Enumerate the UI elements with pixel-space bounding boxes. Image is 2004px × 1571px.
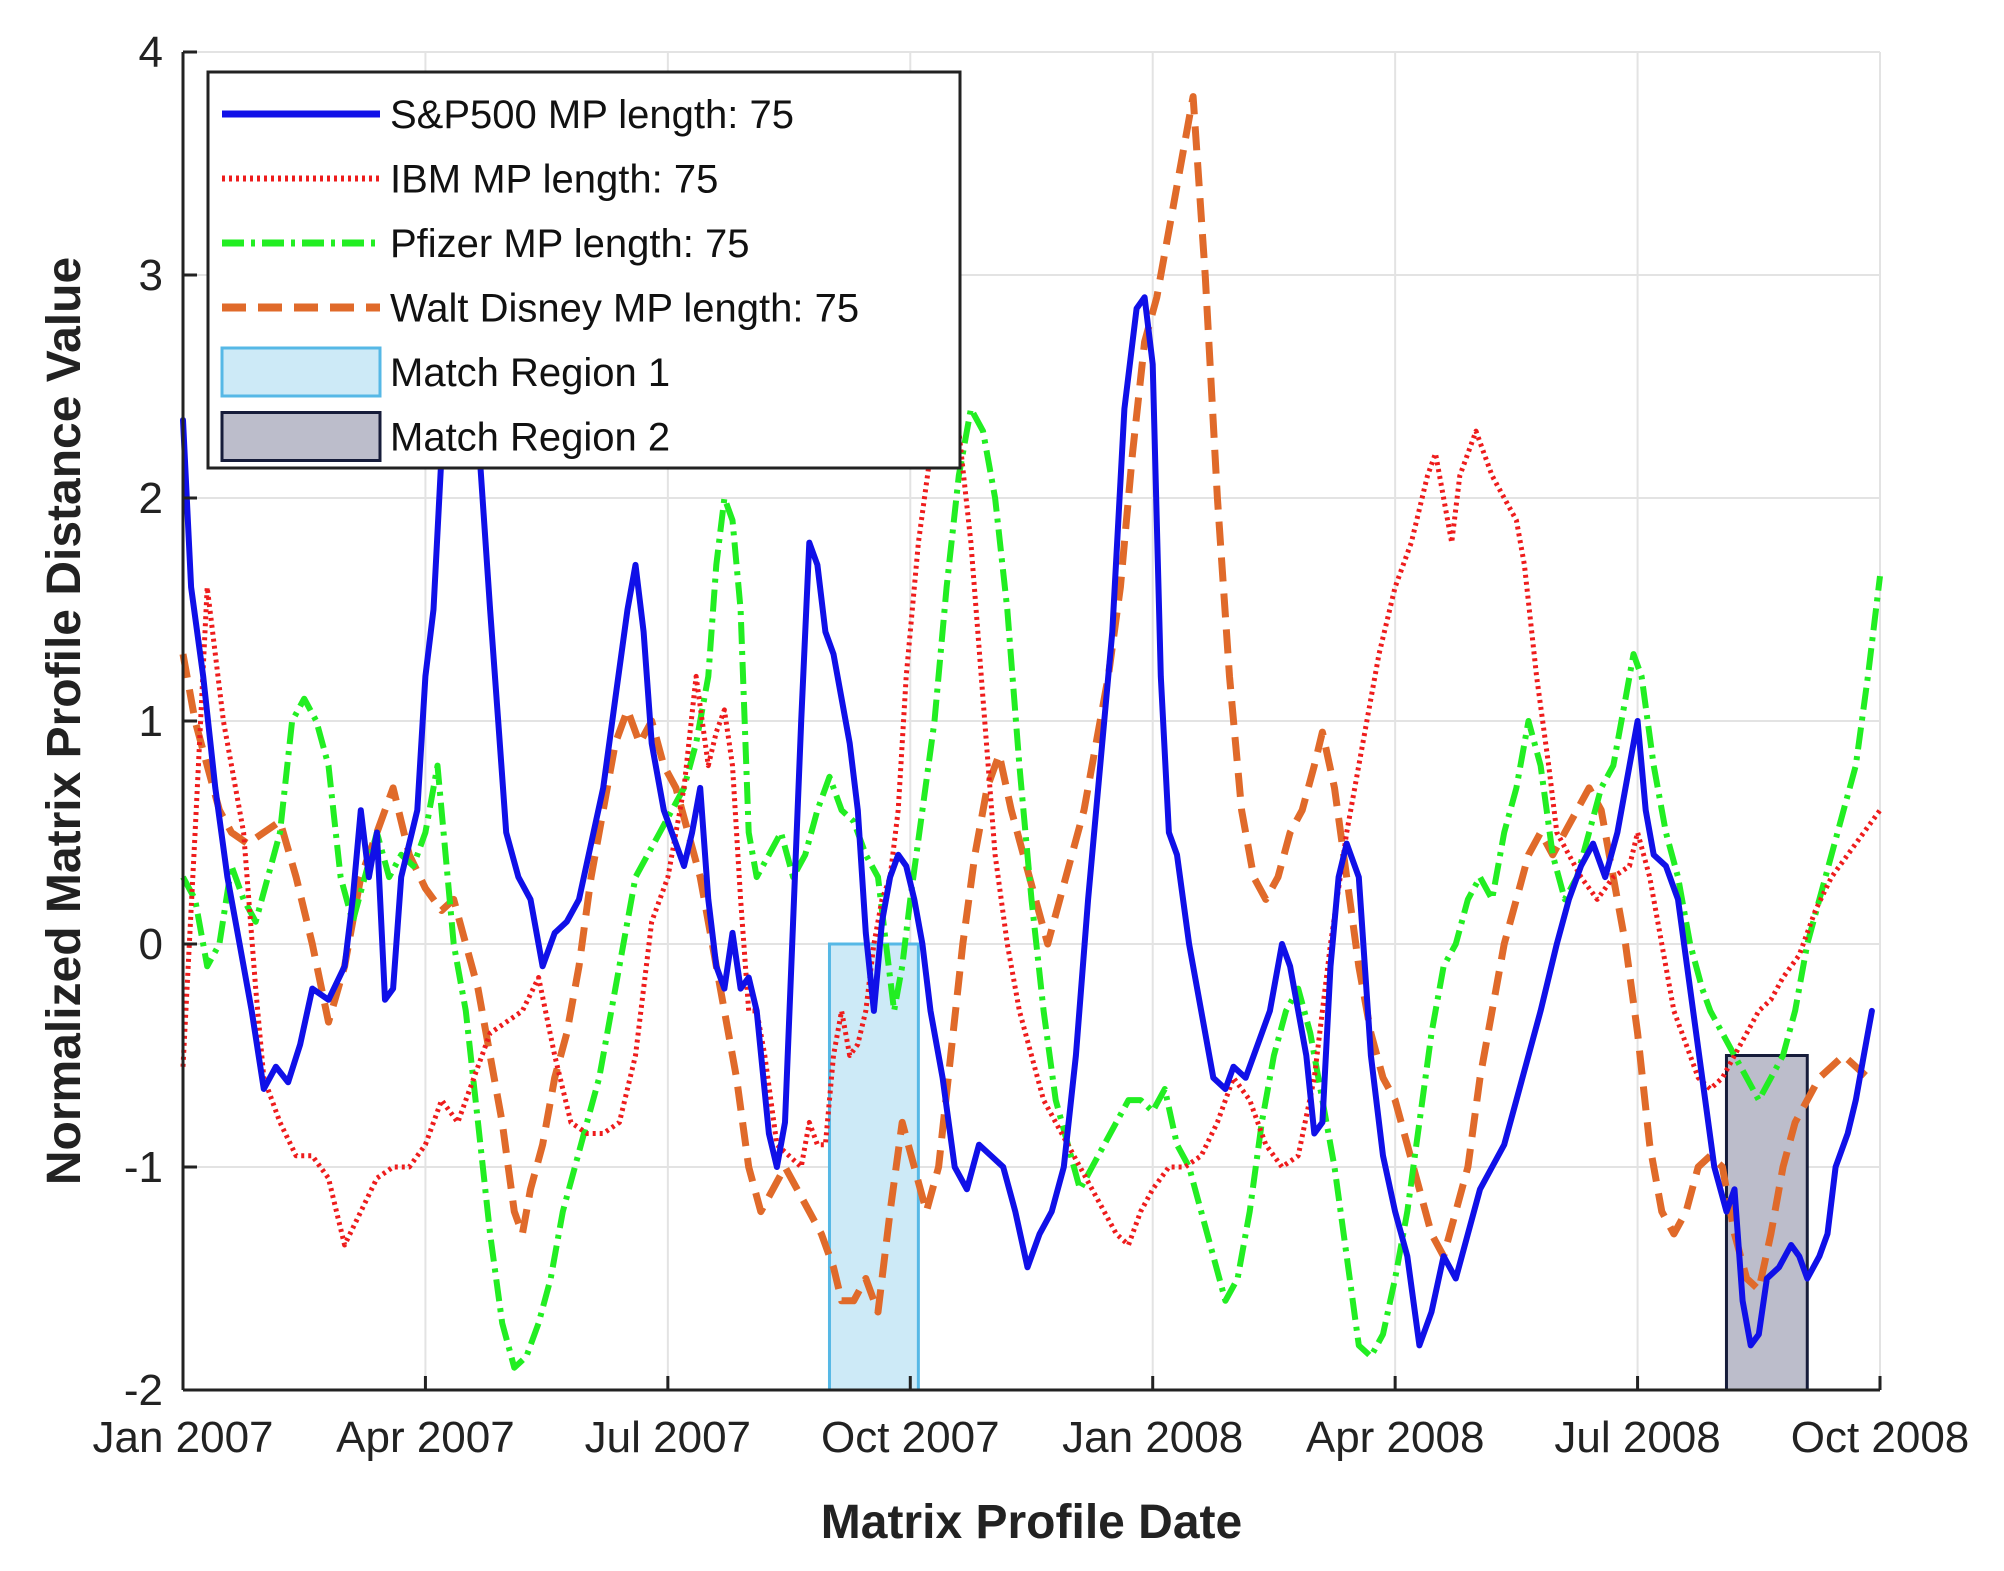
x-axis-title: Matrix Profile Date (821, 1496, 1242, 1549)
x-tick-label: Oct 2007 (821, 1413, 1000, 1462)
y-tick-label: -2 (124, 1366, 163, 1415)
x-tick-label: Jan 2007 (92, 1413, 273, 1462)
legend-swatch-region2 (220, 411, 382, 462)
legend-item-sp500[interactable]: S&P500 MP length: 75 (222, 93, 794, 137)
legend-item-pfizer[interactable]: Pfizer MP length: 75 (222, 222, 749, 266)
y-tick-label: -1 (124, 1143, 163, 1192)
y-tick-label: 4 (139, 28, 163, 77)
legend-item-ibm[interactable]: IBM MP length: 75 (222, 158, 718, 202)
tick-labels: Jan 2007 Apr 2007 Jul 2007 Oct 2007 Jan 2008… (92, 28, 1969, 1462)
series-line-pfizer (180, 405, 1883, 1371)
legend-box (206, 70, 962, 470)
x-tick-label: Jul 2008 (1554, 1413, 1720, 1462)
x-tick-label: Apr 2008 (1306, 1413, 1485, 1462)
legend-item-region2[interactable]: Match Region 2 (220, 411, 670, 462)
legend-label-sp500: S&P500 MP length: 75 (390, 93, 794, 137)
legend-item-region1[interactable]: Match Region 1 (220, 346, 670, 398)
series-line-ibm (180, 361, 1883, 1248)
axes (181, 50, 1882, 1392)
y-tick-label: 2 (139, 474, 163, 523)
x-tick-label: Oct 2008 (1791, 1413, 1970, 1462)
y-axis-title: Normalized Matrix Profile Distance Value (38, 257, 91, 1185)
x-tick-label: Apr 2007 (336, 1413, 515, 1462)
legend[interactable]: S&P500 MP length: 75 IBM MP length: 75 Pfi… (206, 70, 962, 470)
y-tick-label: 1 (139, 697, 163, 746)
series-line-disney (179, 93, 1871, 1316)
legend-label-region1: Match Region 1 (390, 351, 670, 395)
legend-item-disney[interactable]: Walt Disney MP length: 75 (222, 287, 859, 331)
legend-label-ibm: IBM MP length: 75 (390, 158, 718, 202)
y-tick-label: 0 (139, 920, 163, 969)
y-tick-label: 3 (139, 251, 163, 300)
x-tick-label: Jul 2007 (585, 1413, 751, 1462)
legend-label-disney: Walt Disney MP length: 75 (390, 287, 859, 331)
legend-label-pfizer: Pfizer MP length: 75 (390, 222, 749, 266)
legend-label-region2: Match Region 2 (390, 416, 670, 460)
x-tick-label: Jan 2008 (1062, 1413, 1243, 1462)
legend-swatch-region1 (220, 346, 382, 398)
